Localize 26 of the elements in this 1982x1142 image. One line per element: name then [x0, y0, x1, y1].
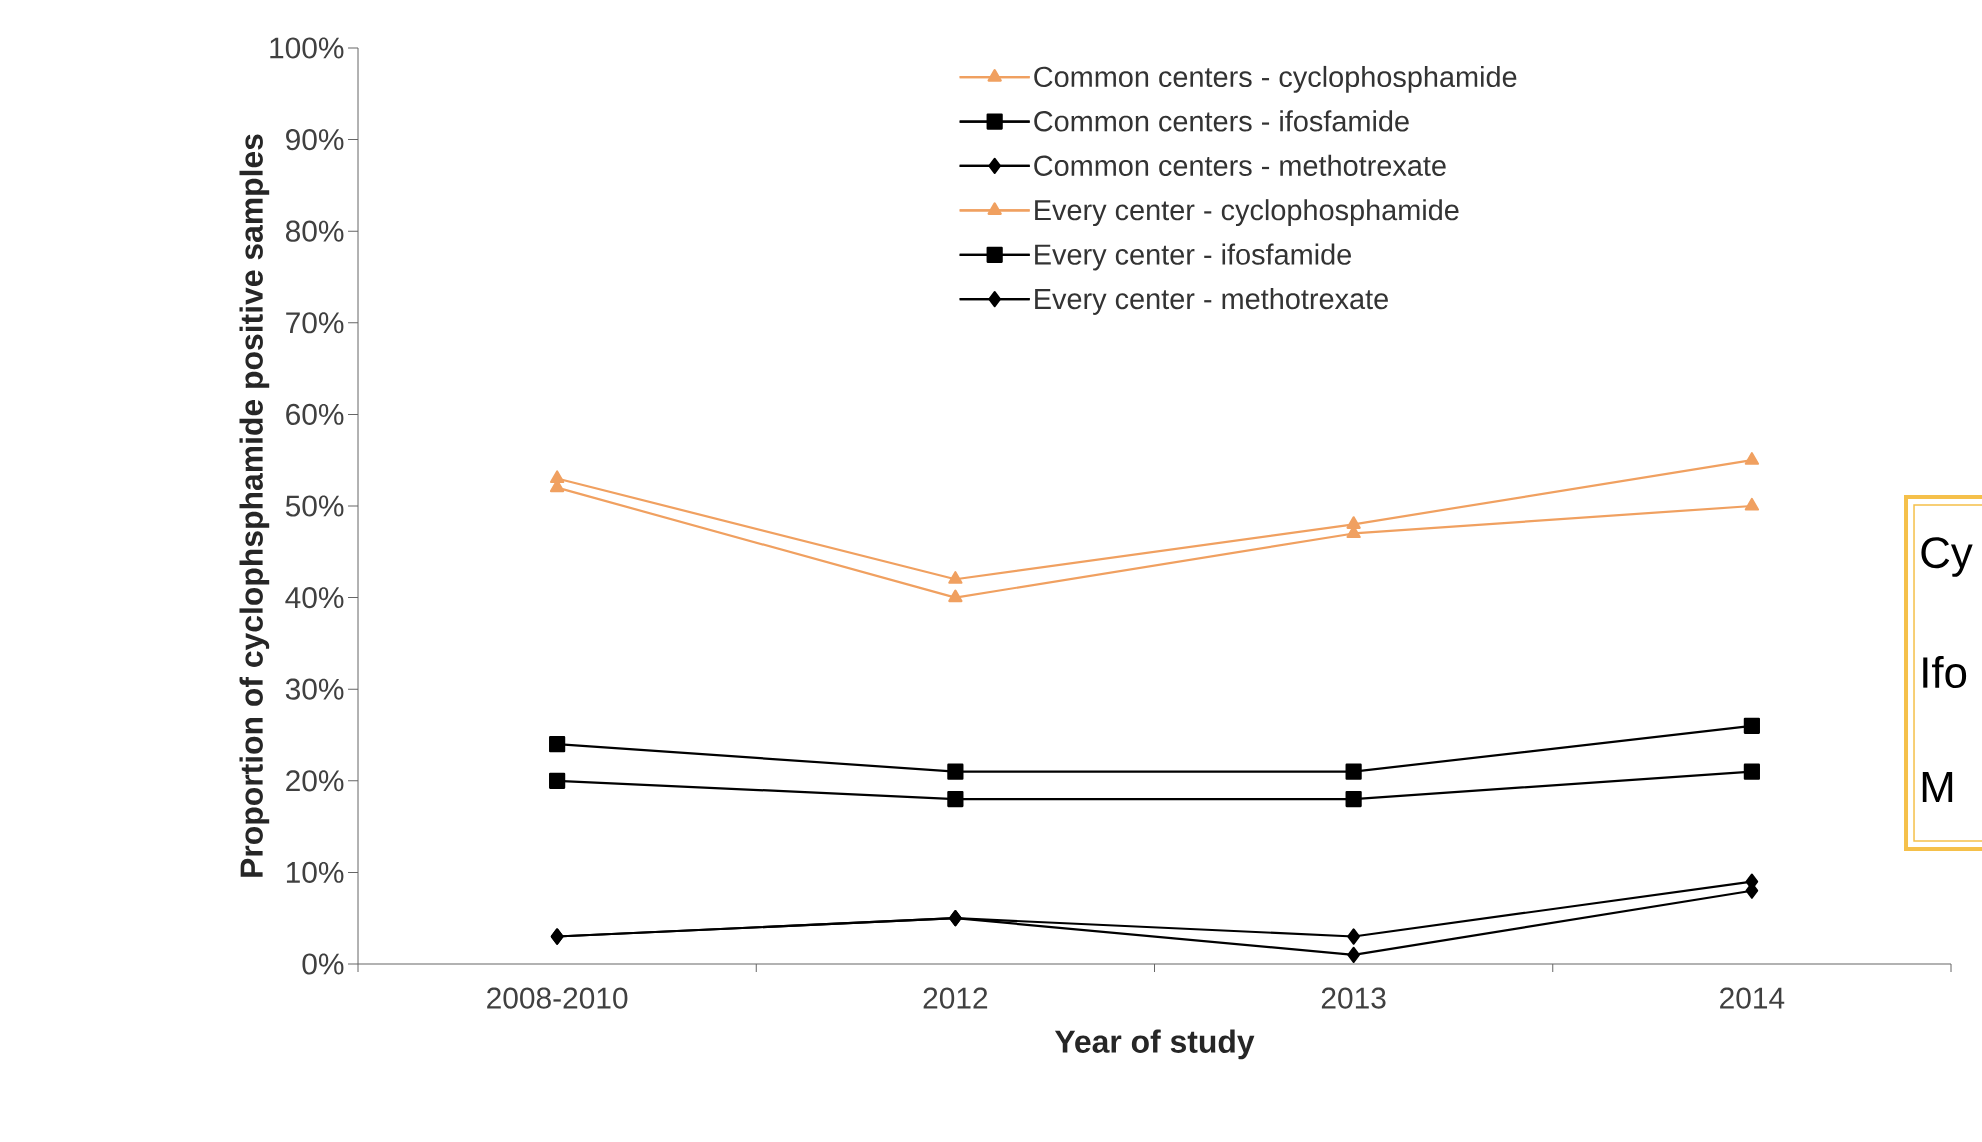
- legend-label: Common centers - methotrexate: [1034, 154, 1446, 176]
- annotation: M: [1922, 771, 1953, 803]
- x-tick-label: 2013: [1321, 987, 1386, 1009]
- y-tick-label: 40%: [285, 587, 344, 609]
- y-tick-label: 0%: [302, 953, 344, 975]
- annotation: Cy: [1921, 537, 1973, 577]
- y-tick-label: 20%: [286, 770, 344, 792]
- y-tick-label: 100%: [270, 37, 344, 59]
- y-tick-label: 70%: [286, 312, 344, 334]
- y-tick-label: 80%: [285, 220, 344, 242]
- y-tick-label: 30%: [285, 678, 344, 700]
- y-tick-label: 60%: [286, 403, 344, 425]
- y-tick-label: 10%: [286, 861, 344, 883]
- legend-label: Every center - cyclophosphamide: [1035, 199, 1459, 227]
- x-tick-label: 2014: [1720, 987, 1785, 1009]
- legend-label: Common centers - cyclophosphamide: [1034, 65, 1517, 93]
- legend-label: Every center - methotrexate: [1035, 287, 1388, 315]
- y-tick-label: 90%: [286, 128, 344, 151]
- y-tick-label: 50%: [285, 495, 344, 517]
- annotation: Ifo: [1923, 655, 1967, 689]
- x-axis-title: Year of study: [1054, 1029, 1255, 1060]
- x-tick-label: 2008-2010: [487, 987, 628, 1009]
- y-axis-title: Proportion of cyclophsphamide positive samples: [239, 134, 270, 877]
- x-tick-label: 2012: [923, 987, 988, 1009]
- legend-label: Common centers - ifosfamide: [1034, 110, 1409, 132]
- legend-label: Every center - ifosfamide: [1035, 243, 1351, 271]
